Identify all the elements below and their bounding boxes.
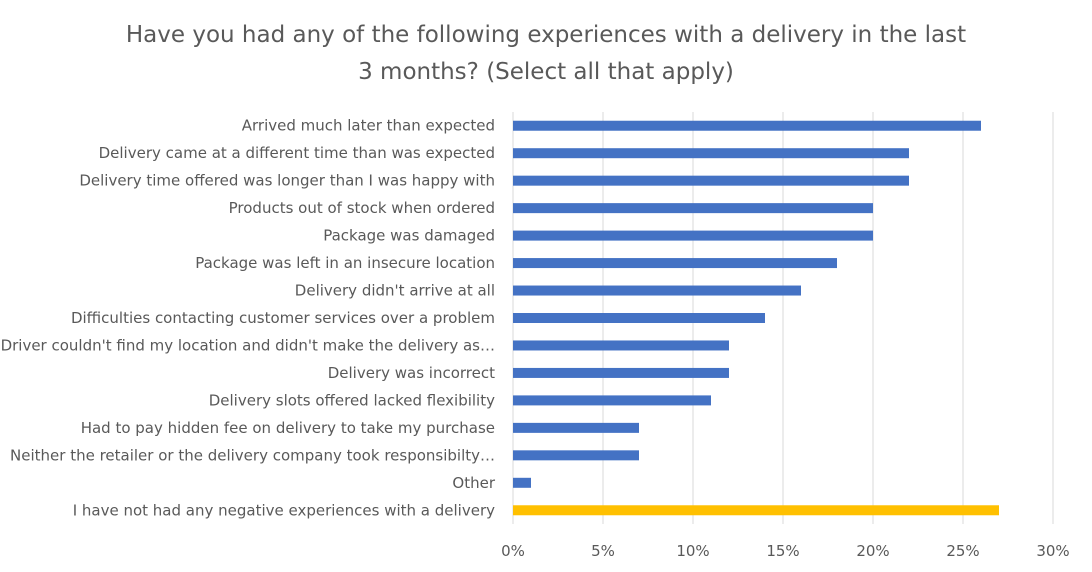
bar: [513, 148, 909, 159]
bar: [513, 395, 711, 406]
category-label: Package was damaged: [323, 227, 495, 245]
bar: [513, 175, 909, 186]
category-label: Package was left in an insecure location: [195, 254, 495, 272]
x-tick-label: 5%: [591, 542, 615, 560]
bar: [513, 313, 765, 323]
x-tick-label: 15%: [766, 542, 799, 560]
bar: [513, 367, 729, 378]
bar: [513, 230, 873, 241]
category-label: Had to pay hidden fee on delivery to tak…: [81, 419, 495, 437]
category-label: I have not had any negative experiences …: [73, 501, 495, 519]
category-label: Delivery was incorrect: [328, 364, 495, 382]
category-label: Delivery didn't arrive at all: [295, 282, 495, 300]
x-tick-label: 20%: [856, 542, 889, 560]
bars: [513, 120, 999, 516]
category-label: Delivery came at a different time than w…: [99, 144, 495, 162]
bar: [513, 285, 801, 296]
bar: [513, 340, 729, 351]
category-label: Neither the retailer or the delivery com…: [10, 446, 495, 464]
x-tick-label: 25%: [946, 542, 979, 560]
bar: [513, 203, 873, 214]
bar: [513, 120, 981, 131]
category-label: Driver couldn't find my location and did…: [1, 336, 495, 354]
category-label: Other: [452, 474, 495, 492]
category-label: Arrived much later than expected: [242, 117, 495, 135]
bar: [513, 477, 531, 488]
chart-title: Have you had any of the following experi…: [126, 22, 966, 85]
x-axis-tick-labels: 0% 5% 10% 15% 20% 25% 30%: [501, 542, 1070, 560]
category-labels: Arrived much later than expected Delivery…: [1, 117, 496, 520]
category-label: Difficulties contacting customer service…: [71, 309, 495, 327]
category-label: Delivery slots offered lacked flexibilit…: [209, 391, 495, 409]
x-tick-label: 10%: [676, 542, 709, 560]
bar: [513, 422, 639, 433]
category-label: Products out of stock when ordered: [229, 199, 495, 217]
x-tick-label: 30%: [1036, 542, 1069, 560]
bar: [513, 258, 837, 269]
x-tick-label: 0%: [501, 542, 525, 560]
chart-title-line-1: Have you had any of the following experi…: [126, 22, 966, 48]
category-label: Delivery time offered was longer than I …: [79, 172, 495, 190]
chart-title-line-2: 3 months? (Select all that apply): [358, 59, 734, 85]
bar: [513, 450, 639, 461]
bar: [513, 505, 999, 516]
